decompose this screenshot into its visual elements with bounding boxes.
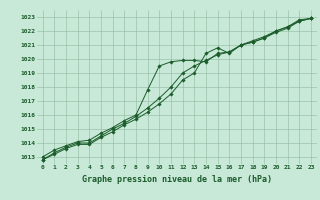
X-axis label: Graphe pression niveau de la mer (hPa): Graphe pression niveau de la mer (hPa) [82, 175, 272, 184]
